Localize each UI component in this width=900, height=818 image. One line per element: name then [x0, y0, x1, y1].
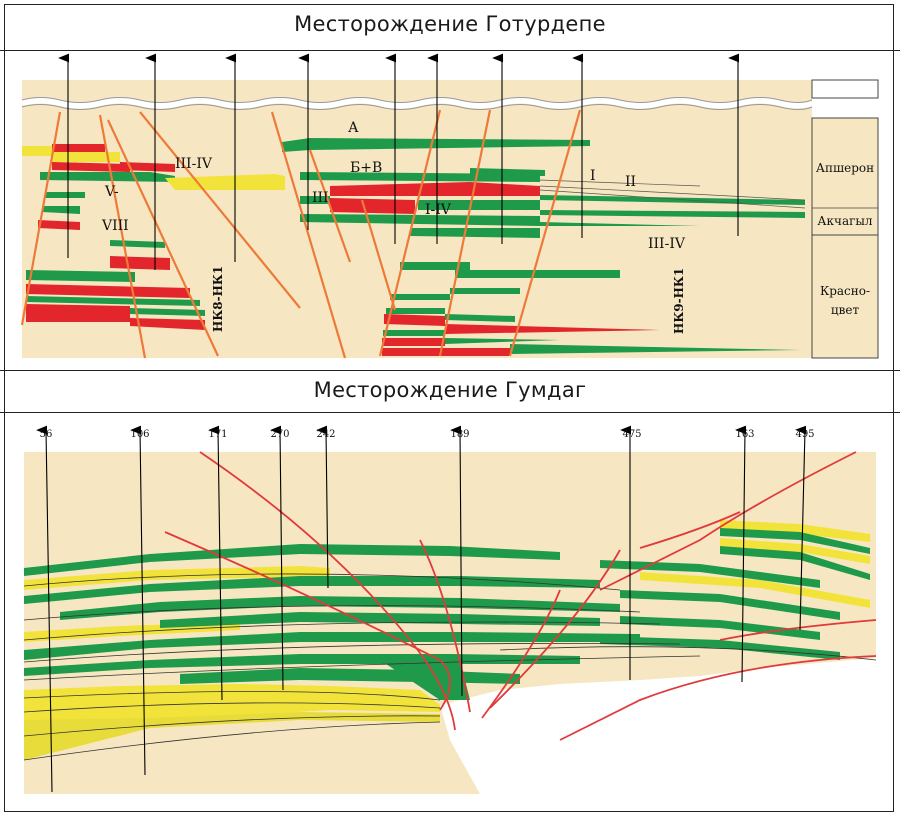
zone-akchagyl: Акчагыл [817, 214, 873, 228]
top-title-divider [0, 50, 900, 51]
label-a: А [348, 120, 359, 136]
label-bv: Б+В [350, 160, 382, 176]
label-iii-iv-left: III-IV [175, 156, 213, 172]
label-hk9: НК9-НК1 [672, 268, 686, 334]
label-iii-iv-right: III-IV [648, 236, 686, 252]
bottom-panel-title: Месторождение Гумдаг [313, 378, 587, 402]
zone-apsheron: Апшерон [816, 161, 874, 175]
zone-krasnotsvet-1: Красно- [820, 284, 870, 298]
label-ii: II [625, 174, 636, 190]
label-hk8: НК8-НК1 [211, 266, 225, 332]
unconformity-line [21, 97, 814, 109]
well-495: 495 [795, 429, 814, 440]
well-475: 475 [622, 429, 641, 440]
wells [58, 53, 740, 270]
label-v: V- [104, 184, 119, 200]
bedding-lines [23, 573, 877, 761]
green-layers [24, 528, 870, 700]
label-iii: III [312, 190, 329, 206]
figure-frame [4, 4, 894, 812]
label-i-iv: I-IV [425, 202, 452, 218]
well-106: 106 [130, 429, 149, 440]
label-i: I [590, 168, 596, 184]
well-163: 163 [735, 429, 754, 440]
wells-bottom [36, 425, 807, 793]
stratigraphy-column [811, 117, 879, 359]
label-viii: VIII [101, 218, 129, 234]
well-labels: 56 106 171 270 242 189 475 163 495 [40, 429, 815, 440]
goturdepe-cross-section: Апшерон Акчагыл Красно- цвет [20, 53, 879, 359]
well-189: 189 [450, 429, 469, 440]
well-56: 56 [40, 429, 53, 440]
reservoir-layers [22, 138, 805, 356]
zone-krasnotsvet-2: цвет [831, 303, 860, 317]
fault-lines [20, 109, 582, 359]
bottom-title-divider [0, 412, 900, 413]
well-242: 242 [316, 429, 335, 440]
well-171: 171 [208, 429, 227, 440]
top-panel-title: Месторождение Готурдепе [294, 12, 606, 36]
panel-divider [0, 370, 900, 371]
well-270: 270 [270, 429, 289, 440]
